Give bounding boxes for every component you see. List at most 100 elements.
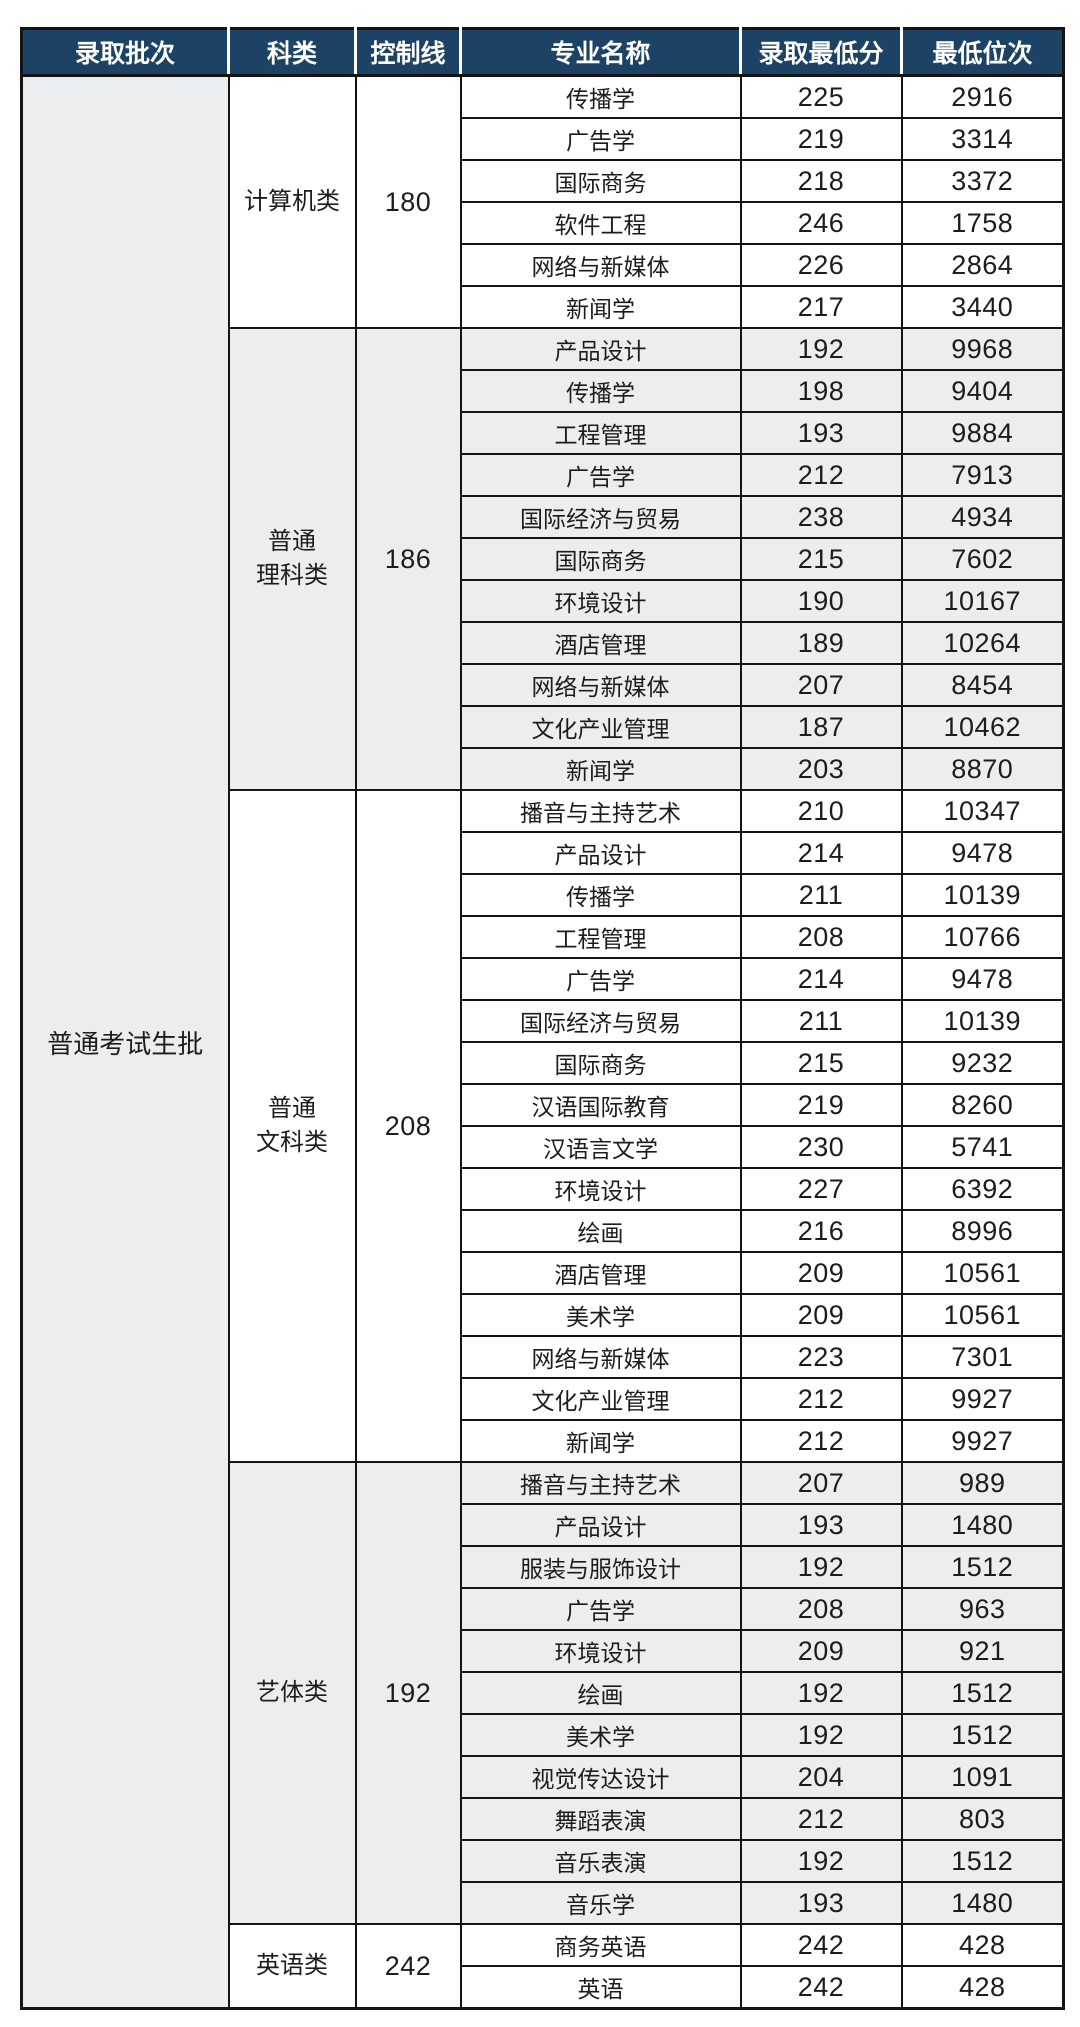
table-row: 产品设计 214 9478	[22, 831, 1065, 875]
column-header-major-name: 专业名称	[459, 28, 741, 77]
min-rank-cell: 8454	[900, 663, 1065, 707]
table-row: 新闻学 203 8870	[22, 747, 1065, 791]
min-rank-cell: 1512	[900, 1671, 1065, 1715]
major-name-cell: 文化产业管理	[459, 1377, 742, 1421]
min-rank-cell: 1480	[900, 1881, 1065, 1925]
major-name-cell: 视觉传达设计	[459, 1755, 742, 1799]
min-rank-cell: 3440	[900, 285, 1065, 329]
table-row: 工程管理 193 9884	[22, 411, 1065, 455]
major-name-cell: 商务英语	[459, 1923, 742, 1967]
table-row: 国际商务 215 7602	[22, 537, 1065, 581]
min-score-cell: 192	[739, 1713, 903, 1757]
control-line-cell: 242	[354, 1923, 462, 2010]
min-rank-cell: 10139	[900, 873, 1065, 917]
min-rank-cell: 1091	[900, 1755, 1065, 1799]
major-name-cell: 国际商务	[459, 1041, 742, 1085]
major-name-cell: 绘画	[459, 1209, 742, 1253]
major-name-cell: 国际商务	[459, 159, 742, 203]
category-cell: 英语类	[227, 1923, 357, 2010]
min-score-cell: 207	[739, 663, 903, 707]
column-header-control-line: 控制线	[354, 28, 461, 77]
min-rank-cell: 8260	[900, 1083, 1065, 1127]
min-rank-cell: 8996	[900, 1209, 1065, 1253]
major-name-cell: 新闻学	[459, 285, 742, 329]
table-row: 文化产业管理 212 9927	[22, 1377, 1065, 1421]
min-rank-cell: 7602	[900, 537, 1065, 581]
table-row: 音乐表演 192 1512	[22, 1839, 1065, 1883]
min-score-cell: 238	[739, 495, 903, 539]
min-rank-cell: 9927	[900, 1419, 1065, 1463]
control-line-cell: 180	[354, 74, 462, 329]
min-rank-cell: 3372	[900, 159, 1065, 203]
min-rank-cell: 428	[900, 1965, 1065, 2010]
min-rank-cell: 1512	[900, 1545, 1065, 1589]
min-score-cell: 215	[739, 537, 903, 581]
min-rank-cell: 10139	[900, 999, 1065, 1043]
min-score-cell: 214	[739, 831, 903, 875]
min-rank-cell: 9478	[900, 957, 1065, 1001]
major-name-cell: 环境设计	[459, 579, 742, 623]
table-row: 舞蹈表演 212 803	[22, 1797, 1065, 1841]
table-row: 传播学 198 9404	[22, 369, 1065, 413]
min-score-cell: 219	[739, 117, 903, 161]
control-line-cell: 208	[354, 789, 462, 1463]
min-score-cell: 208	[739, 915, 903, 959]
min-score-cell: 193	[739, 1503, 903, 1547]
major-name-cell: 网络与新媒体	[459, 1335, 742, 1379]
min-score-cell: 212	[739, 1797, 903, 1841]
major-name-cell: 酒店管理	[459, 1251, 742, 1295]
table-row: 环境设计 227 6392	[22, 1167, 1065, 1211]
major-name-cell: 软件工程	[459, 201, 742, 245]
min-rank-cell: 9968	[900, 327, 1065, 371]
min-score-cell: 198	[739, 369, 903, 413]
major-name-cell: 工程管理	[459, 915, 742, 959]
table-row: 软件工程 246 1758	[22, 201, 1065, 245]
min-rank-cell: 9478	[900, 831, 1065, 875]
major-name-cell: 产品设计	[459, 327, 742, 371]
major-name-cell: 舞蹈表演	[459, 1797, 742, 1841]
table-row: 广告学 212 7913	[22, 453, 1065, 497]
table-row: 新闻学 212 9927	[22, 1419, 1065, 1463]
min-rank-cell: 921	[900, 1629, 1065, 1673]
major-name-cell: 新闻学	[459, 747, 742, 791]
min-rank-cell: 803	[900, 1797, 1065, 1841]
min-rank-cell: 9404	[900, 369, 1065, 413]
min-score-cell: 190	[739, 579, 903, 623]
min-rank-cell: 5741	[900, 1125, 1065, 1169]
table-row: 汉语言文学 230 5741	[22, 1125, 1065, 1169]
admission-score-table: 录取批次 科类 控制线 专业名称 录取最低分 最低位次 普通考试生批 计算机类 18…	[20, 27, 1065, 2010]
table-row: 文化产业管理 187 10462	[22, 705, 1065, 749]
major-name-cell: 汉语言文学	[459, 1125, 742, 1169]
min-rank-cell: 1480	[900, 1503, 1065, 1547]
major-name-cell: 国际经济与贸易	[459, 999, 742, 1043]
major-name-cell: 网络与新媒体	[459, 243, 742, 287]
major-name-cell: 工程管理	[459, 411, 742, 455]
min-score-cell: 242	[739, 1965, 903, 2010]
min-score-cell: 187	[739, 705, 903, 749]
table-header: 录取批次 科类 控制线 专业名称 录取最低分 最低位次	[21, 28, 1064, 77]
min-score-cell: 210	[739, 789, 903, 833]
min-score-cell: 214	[739, 957, 903, 1001]
major-name-cell: 广告学	[459, 453, 742, 497]
table-row: 绘画 216 8996	[22, 1209, 1065, 1253]
min-score-cell: 209	[739, 1293, 903, 1337]
min-rank-cell: 2864	[900, 243, 1065, 287]
min-rank-cell: 1512	[900, 1713, 1065, 1757]
major-name-cell: 国际商务	[459, 537, 742, 581]
table-row: 国际经济与贸易 238 4934	[22, 495, 1065, 539]
min-score-cell: 215	[739, 1041, 903, 1085]
min-score-cell: 218	[739, 159, 903, 203]
min-rank-cell: 4934	[900, 495, 1065, 539]
major-name-cell: 英语	[459, 1965, 742, 2010]
table-row: 环境设计 209 921	[22, 1629, 1065, 1673]
major-name-cell: 播音与主持艺术	[459, 789, 742, 833]
min-score-cell: 223	[739, 1335, 903, 1379]
table-row: 音乐学 193 1480	[22, 1881, 1065, 1925]
major-name-cell: 服装与服饰设计	[459, 1545, 742, 1589]
min-rank-cell: 7301	[900, 1335, 1065, 1379]
min-score-cell: 192	[739, 1839, 903, 1883]
min-score-cell: 225	[739, 74, 903, 119]
major-name-cell: 传播学	[459, 369, 742, 413]
category-cell: 普通 文科类	[227, 789, 357, 1463]
column-header-min-rank: 最低位次	[900, 28, 1064, 77]
